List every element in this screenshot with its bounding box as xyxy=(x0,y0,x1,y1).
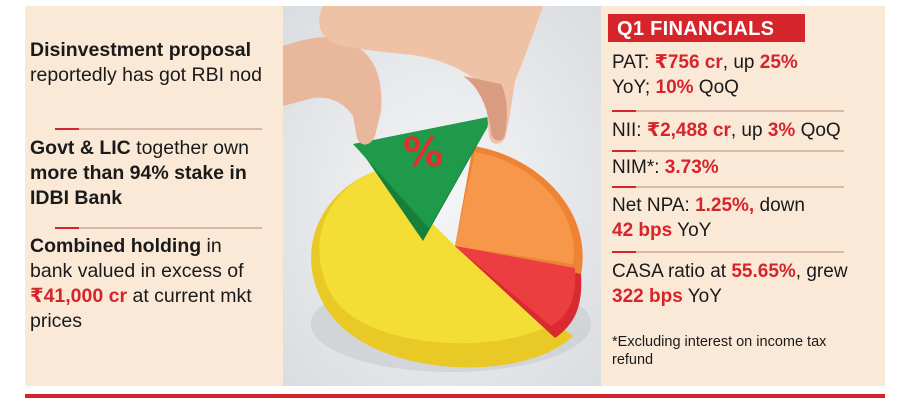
percent-icon: % xyxy=(403,130,443,176)
casa-bps: 322 bps xyxy=(612,286,683,307)
right-separator-2 xyxy=(612,150,844,152)
left-separator-1 xyxy=(55,128,262,130)
rbi-nod-text: reportedly has got RBI nod xyxy=(30,64,262,86)
bottom-rule xyxy=(25,394,885,398)
mkt-prices-text: at current mkt prices xyxy=(30,285,252,332)
pat-item: PAT: ₹756 cr, up 25% YoY; 10% QoQ xyxy=(612,52,798,98)
npa-bps: 42 bps xyxy=(612,220,673,241)
govt-lic-bold: Govt & LIC xyxy=(30,137,131,159)
proposal-bold: proposal xyxy=(168,39,252,61)
stake-idbi-bold: stake in IDBI Bank xyxy=(30,162,247,209)
pie-chart-photo: % xyxy=(283,6,601,386)
nii-qoq: 3% xyxy=(767,120,796,141)
govt-lic-block: Govt & LIC together own more than 94% st… xyxy=(30,136,262,211)
holding-value: ₹41,000 cr xyxy=(30,285,128,307)
valued-text: in bank valued in excess of xyxy=(30,235,244,282)
combined-holding-bold: Combined holding xyxy=(30,235,202,257)
right-panel xyxy=(601,6,885,386)
red-slice-top xyxy=(455,246,576,326)
orange-slice-top xyxy=(455,152,574,264)
casa-value: 55.65% xyxy=(731,261,796,282)
hand-finger xyxy=(463,76,507,141)
green-slice xyxy=(353,116,493,228)
right-separator-3 xyxy=(612,186,844,188)
q1-header-bar xyxy=(608,14,805,42)
pat-qoq: 10% xyxy=(655,77,694,98)
left-separator-2 xyxy=(55,227,262,229)
disinvestment-bold: Disinvestment xyxy=(30,39,164,61)
nii-item: NII: ₹2,488 cr, up 3% QoQ xyxy=(612,120,841,141)
pat-yoy: 25% xyxy=(759,52,798,73)
nim-value: 3.73% xyxy=(664,157,719,178)
disinvestment-block: Disinvestment proposal reportedly has go… xyxy=(30,38,262,88)
q1-financials-title: Q1 FINANCIALS xyxy=(617,18,775,40)
net-npa-item: Net NPA: 1.25%, down 42 bps YoY xyxy=(612,195,805,241)
footnote: *Excluding interest on income tax refund xyxy=(612,334,827,368)
nim-item: NIM*: 3.73% xyxy=(612,157,719,178)
right-separator-4 xyxy=(612,251,844,253)
hand-icon xyxy=(283,37,382,145)
stake-more-than-bold: more than 94% xyxy=(30,162,169,184)
yellow-slice-top xyxy=(319,170,555,344)
nii-value: ₹2,488 cr xyxy=(646,120,731,141)
together-own-text: together own xyxy=(130,137,249,159)
npa-value: 1.25%, xyxy=(695,195,755,216)
left-panel xyxy=(25,6,283,386)
pat-value: ₹756 cr xyxy=(654,52,723,73)
photo-panel: % xyxy=(283,6,601,386)
casa-item: CASA ratio at 55.65%, grew 322 bps YoY xyxy=(612,261,848,307)
combined-holding-block: Combined holding in bank valued in exces… xyxy=(30,234,262,334)
right-separator-1 xyxy=(612,110,844,112)
